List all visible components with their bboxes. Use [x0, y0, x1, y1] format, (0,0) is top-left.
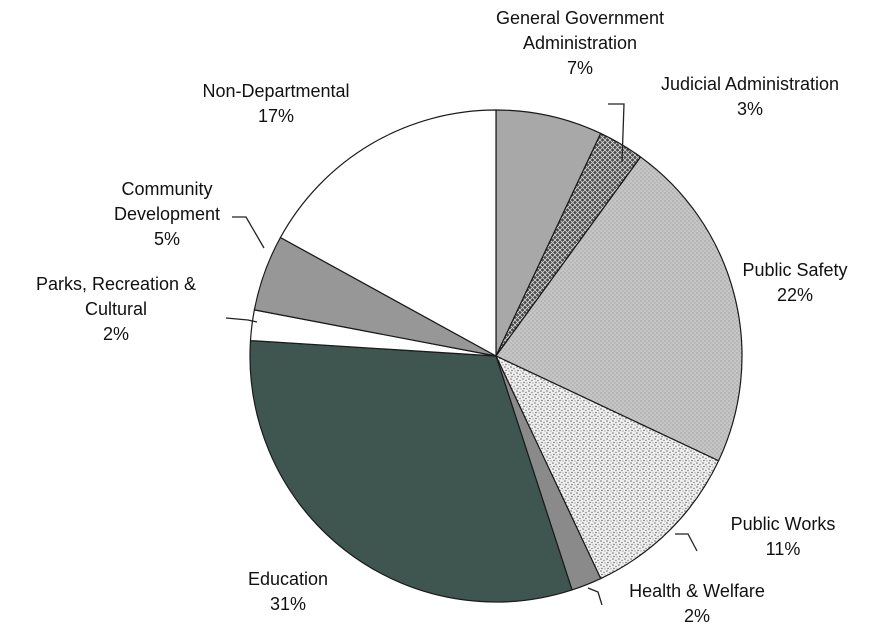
slice-label-parks-recreation-and-cultural: Parks, Recreation &	[36, 274, 196, 294]
leader-line-health-and-welfare	[587, 587, 603, 606]
slice-percent-health-and-welfare: 2%	[684, 606, 710, 626]
slice-label-community-development: Community	[121, 179, 212, 199]
leader-line-community-development	[232, 216, 265, 249]
pie-slice-general-government-administration	[495, 109, 602, 357]
leader-line-judicial-administration	[608, 103, 625, 163]
slice-label-education: Education	[248, 569, 328, 589]
slice-label-general-government-administration: Administration	[523, 33, 637, 53]
leaders-layer	[225, 103, 698, 606]
slice-label-judicial-administration: Judicial Administration	[661, 74, 839, 94]
slice-label-health-and-welfare: Health & Welfare	[629, 581, 765, 601]
slice-percent-public-safety: 22%	[777, 285, 813, 305]
slice-percent-general-government-administration: 7%	[567, 58, 593, 78]
slice-percent-community-development: 5%	[154, 229, 180, 249]
leader-line-public-works	[675, 533, 698, 552]
slice-label-community-development: Development	[114, 204, 220, 224]
slice-percent-non-departmental: 17%	[258, 106, 294, 126]
slice-percent-judicial-administration: 3%	[737, 99, 763, 119]
slice-percent-parks-recreation-and-cultural: 2%	[103, 324, 129, 344]
slice-label-general-government-administration: General Government	[496, 8, 664, 28]
slice-label-public-safety: Public Safety	[742, 260, 847, 280]
labels-layer: General Government Administration 7% Judici…	[36, 8, 848, 626]
pie-slice-public-works	[495, 355, 720, 580]
pie-slice-education	[249, 339, 573, 603]
slice-percent-education: 31%	[270, 594, 306, 614]
leader-line-parks-recreation-and-cultural	[225, 317, 258, 323]
slices-layer	[249, 109, 743, 603]
slice-percent-public-works: 11%	[766, 539, 801, 559]
pie-slice-non-departmental	[279, 109, 497, 357]
slice-label-parks-recreation-and-cultural: Cultural	[85, 299, 147, 319]
slice-label-non-departmental: Non-Departmental	[202, 81, 349, 101]
slice-label-public-works: Public Works	[731, 514, 836, 534]
